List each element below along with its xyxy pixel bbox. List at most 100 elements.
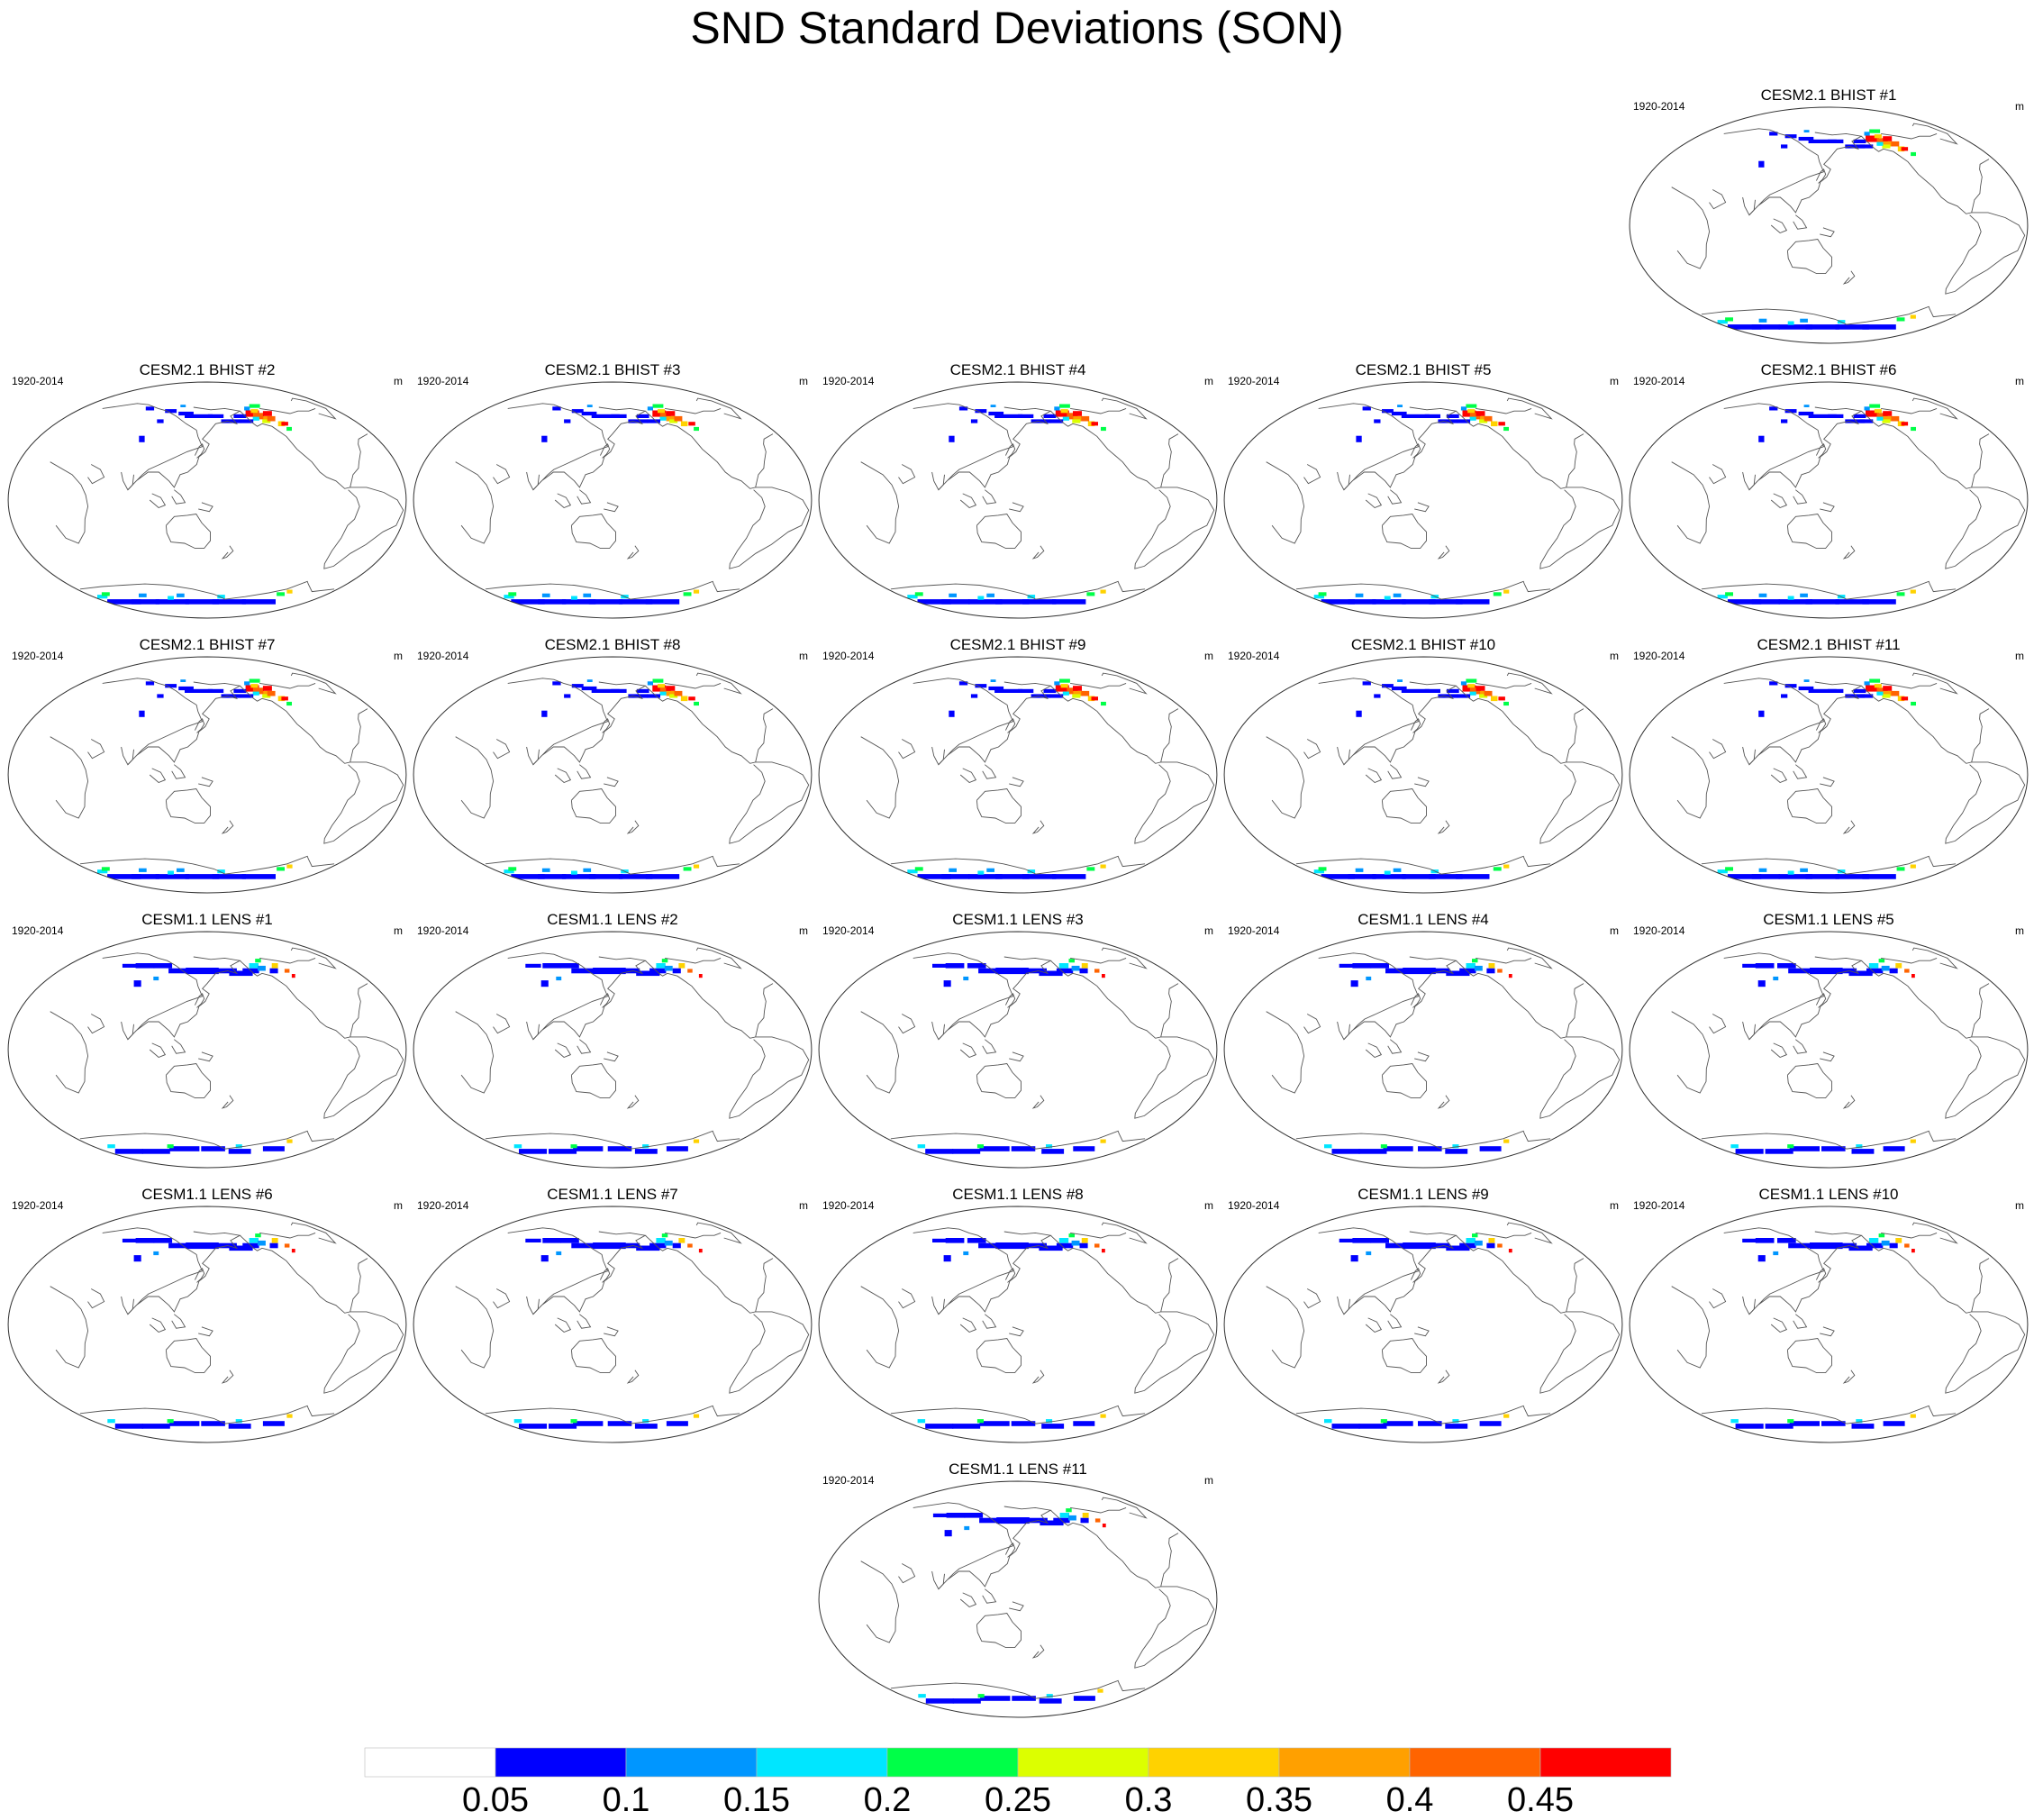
snow-variance-cell: [1023, 968, 1047, 974]
snow-variance-cell: [571, 684, 584, 688]
coastline: [1815, 1268, 1827, 1283]
snow-variance-cell: [178, 686, 194, 691]
snow-variance-cell: [607, 1146, 632, 1151]
coastline: [1786, 788, 1832, 824]
snow-variance-cell: [1060, 684, 1068, 688]
snow-variance-cell: [1862, 599, 1896, 605]
coastline: [898, 464, 916, 485]
panel-title: CESM2.1 BHIST #9: [949, 636, 1086, 653]
coastline: [554, 493, 572, 509]
snow-variance-cell: [267, 415, 276, 422]
snow-variance-cell: [1484, 690, 1493, 696]
coastline: [121, 746, 134, 766]
snow-variance-cell: [945, 1238, 965, 1243]
snow-variance-cell: [1043, 414, 1057, 418]
snow-variance-cell: [1835, 874, 1869, 879]
panel-title: CESM2.1 BHIST #5: [1355, 361, 1492, 378]
snow-variance-cell: [240, 419, 254, 423]
panel-units: m: [1204, 924, 1213, 937]
snow-variance-cell: [1862, 324, 1896, 330]
snow-variance-cell: [1765, 1424, 1793, 1429]
coastline: [1266, 1286, 1305, 1369]
snow-variance-cell: [228, 1149, 251, 1154]
map-layers: [818, 1480, 1218, 1718]
snow-variance-cell: [286, 1414, 293, 1418]
snow-variance-cell: [186, 968, 219, 975]
snow-variance-cell: [683, 867, 692, 871]
snow-variance-cell: [1023, 1242, 1047, 1249]
figure-title: SND Standard Deviations (SON): [690, 3, 1344, 53]
snow-variance-cell: [952, 1698, 981, 1704]
snow-variance-cell: [1391, 686, 1407, 691]
map-frame: [413, 381, 813, 619]
snow-variance-cell: [581, 686, 597, 691]
snow-variance-cell: [1717, 595, 1728, 599]
panel-title: CESM1.1 LENS #10: [1758, 1186, 1899, 1203]
coastline: [1365, 1042, 1383, 1059]
coastline: [1820, 777, 1835, 787]
coastline: [323, 761, 404, 844]
snow-variance-cell: [1374, 694, 1381, 698]
coastline: [1742, 746, 1756, 766]
coastline: [1004, 1542, 1016, 1558]
snow-variance-cell: [133, 980, 141, 987]
snow-variance-cell: [1758, 868, 1767, 872]
snow-variance-cell: [1798, 411, 1814, 416]
snow-variance-cell: [618, 599, 653, 605]
snow-variance-cell: [540, 1255, 549, 1262]
coastline: [599, 443, 611, 459]
panel-title: CESM1.1 LENS #1: [141, 911, 273, 928]
snow-variance-cell: [249, 678, 260, 683]
colorbar-tick-label: 0.45: [1507, 1781, 1574, 1819]
coastline: [604, 1326, 619, 1337]
map-panel-14: CESM1.1 LENS #3 1920-2014 m: [815, 910, 1221, 1176]
coastline: [50, 1011, 89, 1094]
snow-variance-cell: [1897, 421, 1905, 427]
coastline: [194, 718, 205, 733]
panel-units: m: [799, 1199, 808, 1212]
coastline: [1318, 403, 1457, 491]
snow-variance-cell: [542, 1238, 561, 1243]
snow-variance-cell: [145, 406, 155, 411]
panel-units: m: [1610, 375, 1619, 387]
snow-variance-cell: [249, 963, 259, 969]
coastline: [1410, 993, 1421, 1008]
snow-variance-cell: [1039, 1698, 1062, 1704]
snow-variance-cell: [1355, 593, 1364, 597]
coastline: [1911, 1222, 1958, 1244]
snow-variance-cell: [1055, 685, 1069, 692]
coastline: [1337, 746, 1350, 766]
robinson-map: [413, 1206, 813, 1443]
coastline: [1476, 682, 1532, 689]
coastline: [976, 1613, 1022, 1649]
snow-variance-cell: [229, 1245, 253, 1251]
snow-variance-cell: [967, 1238, 986, 1243]
snow-variance-cell: [1876, 138, 1888, 145]
snow-variance-cell: [1856, 1419, 1863, 1424]
map-layers: [1223, 1206, 1623, 1443]
snow-variance-cell: [1725, 592, 1733, 596]
snow-variance-cell: [970, 694, 978, 698]
coastline: [79, 580, 335, 600]
snow-variance-cell: [636, 1245, 660, 1251]
map-layers: [7, 656, 407, 894]
snow-variance-cell: [540, 980, 549, 987]
snow-variance-cell: [1060, 409, 1068, 414]
snow-variance-cell: [1769, 406, 1778, 411]
snow-variance-cell: [678, 963, 686, 969]
snow-variance-cell: [1901, 147, 1909, 151]
snow-variance-cell: [1777, 963, 1796, 969]
map-layers: [413, 1206, 813, 1443]
snow-variance-cell: [949, 710, 955, 717]
coastline: [1266, 461, 1305, 544]
snow-variance-cell: [1082, 1513, 1089, 1518]
snow-variance-cell: [207, 688, 224, 693]
snow-variance-cell: [1339, 963, 1355, 968]
snow-variance-cell: [1781, 419, 1788, 423]
snow-variance-cell: [1835, 599, 1869, 605]
snow-variance-cell: [1374, 419, 1381, 423]
snow-variance-cell: [1383, 1146, 1413, 1151]
snow-variance-cell: [1062, 691, 1069, 696]
snow-variance-cell: [976, 1144, 984, 1149]
coastline: [1793, 764, 1808, 779]
